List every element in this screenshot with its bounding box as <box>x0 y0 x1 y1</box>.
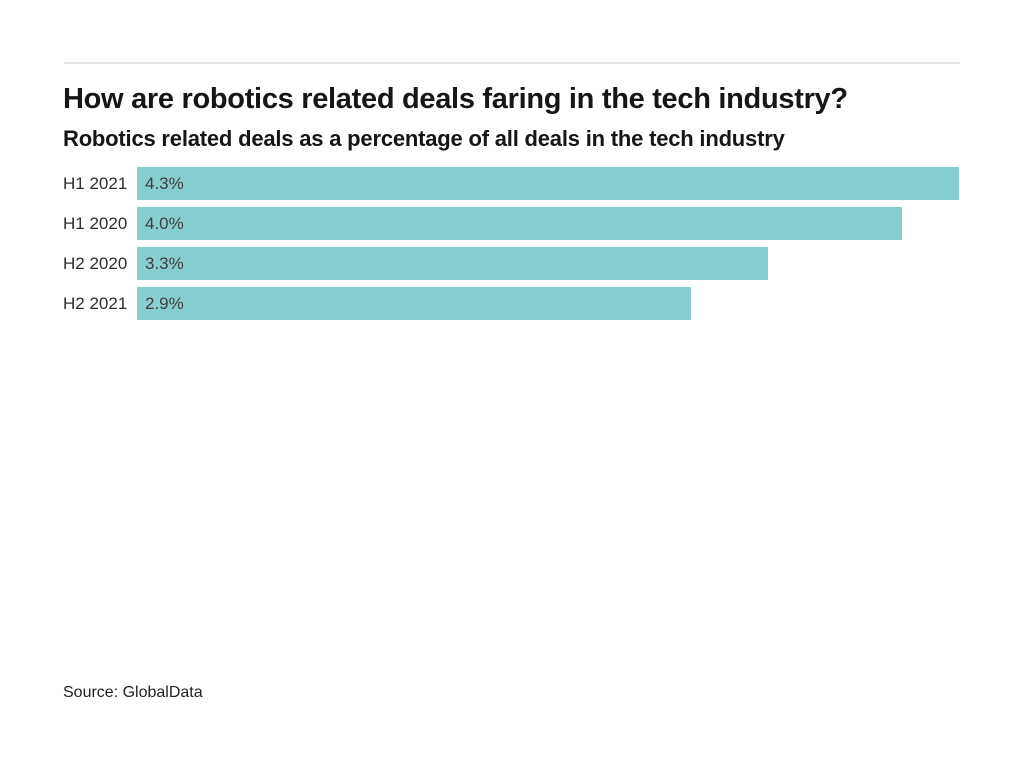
category-label: H1 2021 <box>63 174 128 193</box>
bar-value-label: 4.3% <box>145 173 184 193</box>
bar: 4.3% <box>137 167 959 200</box>
category-label: H2 2020 <box>63 254 128 273</box>
category-label: H2 2021 <box>63 294 128 313</box>
bar: 2.9% <box>137 287 691 320</box>
source-attribution: Source: GlobalData <box>63 684 203 701</box>
bar-row: H1 2020 4.0% <box>63 207 963 240</box>
top-divider-rule <box>64 62 960 64</box>
category-label: H1 2020 <box>63 214 128 233</box>
bar-row: H2 2020 3.3% <box>63 247 963 280</box>
bar-row: H1 2021 4.3% <box>63 167 963 200</box>
bar: 3.3% <box>137 247 768 280</box>
chart-title: How are robotics related deals faring in… <box>63 83 848 115</box>
bar-value-label: 2.9% <box>145 293 184 313</box>
chart-subtitle: Robotics related deals as a percentage o… <box>63 126 785 151</box>
bar-value-label: 3.3% <box>145 253 184 273</box>
bar-row: H2 2021 2.9% <box>63 287 963 320</box>
bar: 4.0% <box>137 207 902 240</box>
horizontal-bar-chart: H1 2021 4.3% H1 2020 4.0% H2 2020 3.3% H2 2021… <box>63 167 963 327</box>
bar-value-label: 4.0% <box>145 213 184 233</box>
